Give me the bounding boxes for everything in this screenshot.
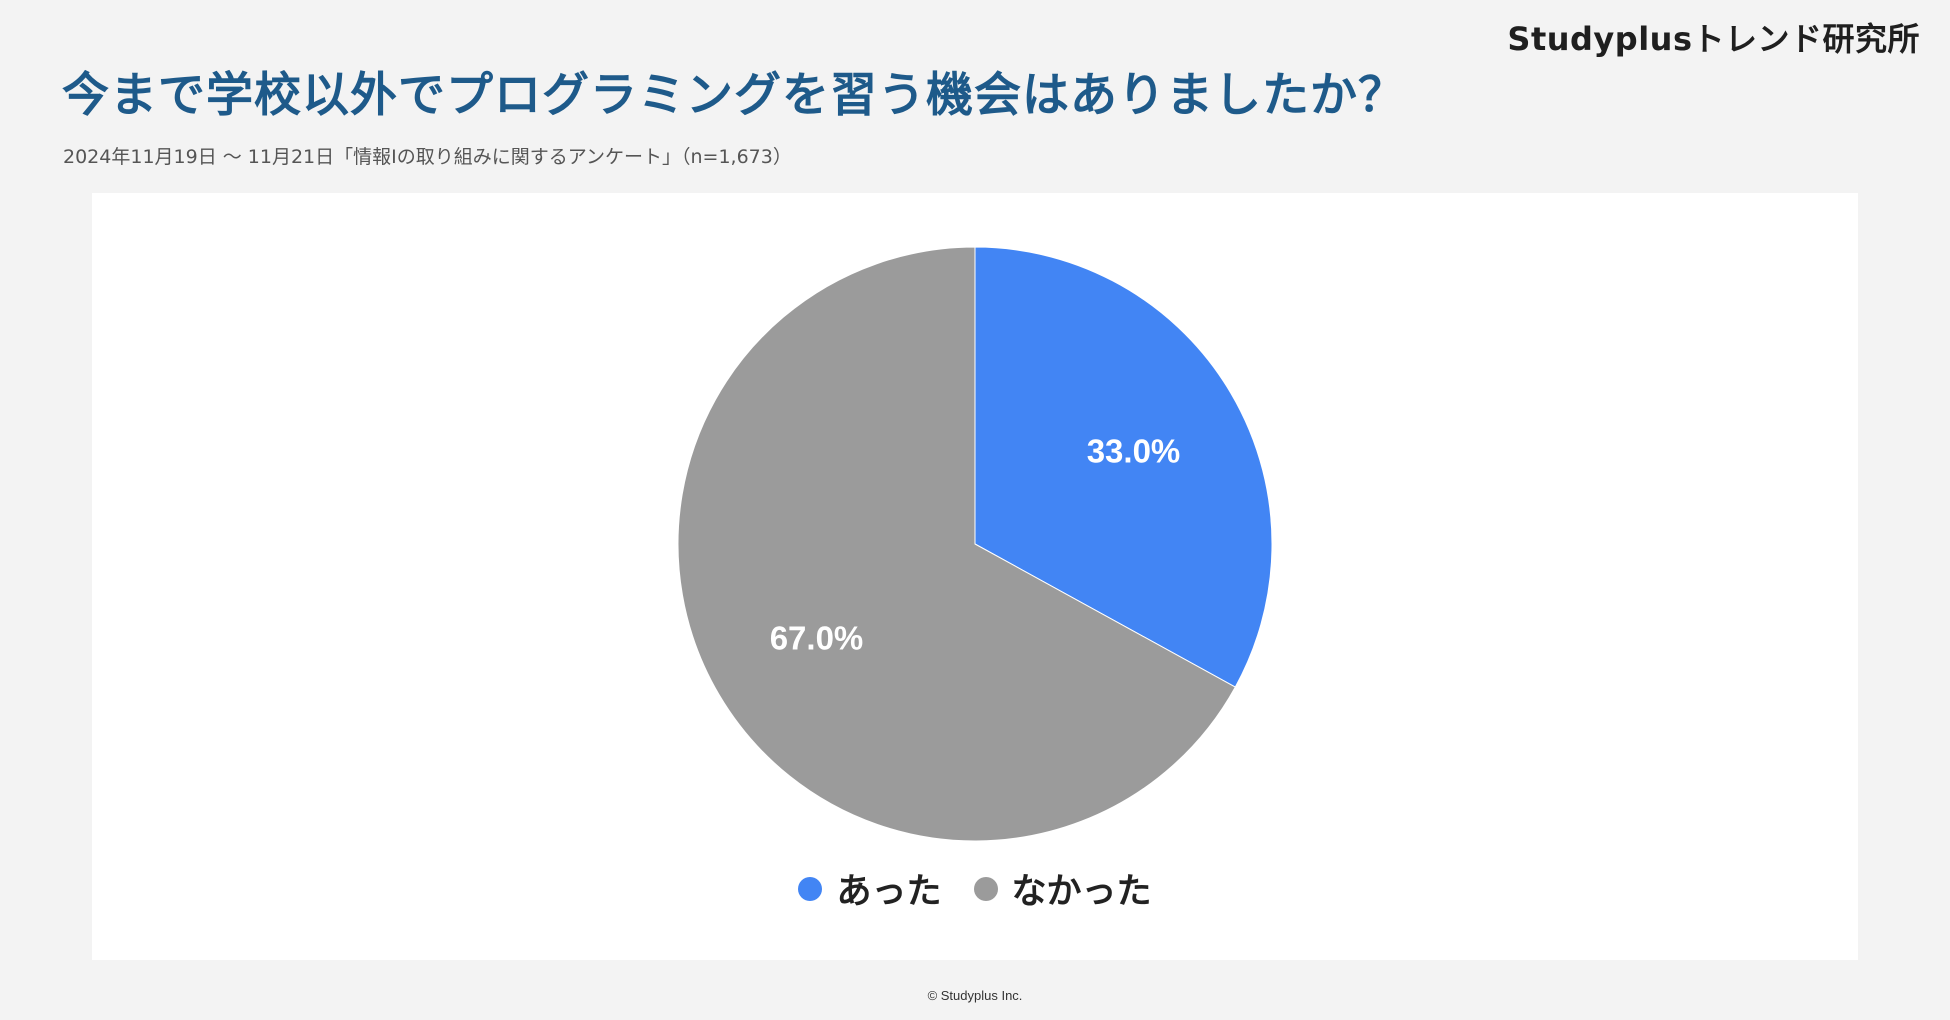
- pie-slice-nakatta: [677, 246, 1236, 842]
- copyright-footer: © Studyplus Inc.: [927, 988, 1023, 1003]
- chart-subtitle: 2024年11月19日 〜 11月21日「情報Ⅰの取り組みに関するアンケート」（…: [63, 146, 792, 168]
- legend-swatch-nakatta: [973, 876, 998, 901]
- legend-label-nakatta: なかった: [1011, 872, 1152, 912]
- legend-item-atta: あった: [798, 863, 942, 914]
- legend-label-atta: あった: [836, 872, 942, 912]
- legend-item-nakatta: なかった: [973, 863, 1152, 914]
- pie-chart: 33.0% 67.0%: [677, 246, 1273, 842]
- legend-swatch-atta: [798, 876, 823, 901]
- pie-slice-atta: [974, 246, 1273, 688]
- chart-title: 今まで学校以外でプログラミングを習う機会はありましたか？: [62, 68, 1406, 123]
- chart-card: 33.0% 67.0% あった なかった: [92, 193, 1858, 960]
- slice-label-nakatta: 67.0%: [770, 620, 864, 657]
- slice-label-atta: 33.0%: [1087, 432, 1181, 469]
- chart-legend: あった なかった: [92, 863, 1858, 914]
- brand-logo: Studyplusトレンド研究所: [1507, 20, 1920, 58]
